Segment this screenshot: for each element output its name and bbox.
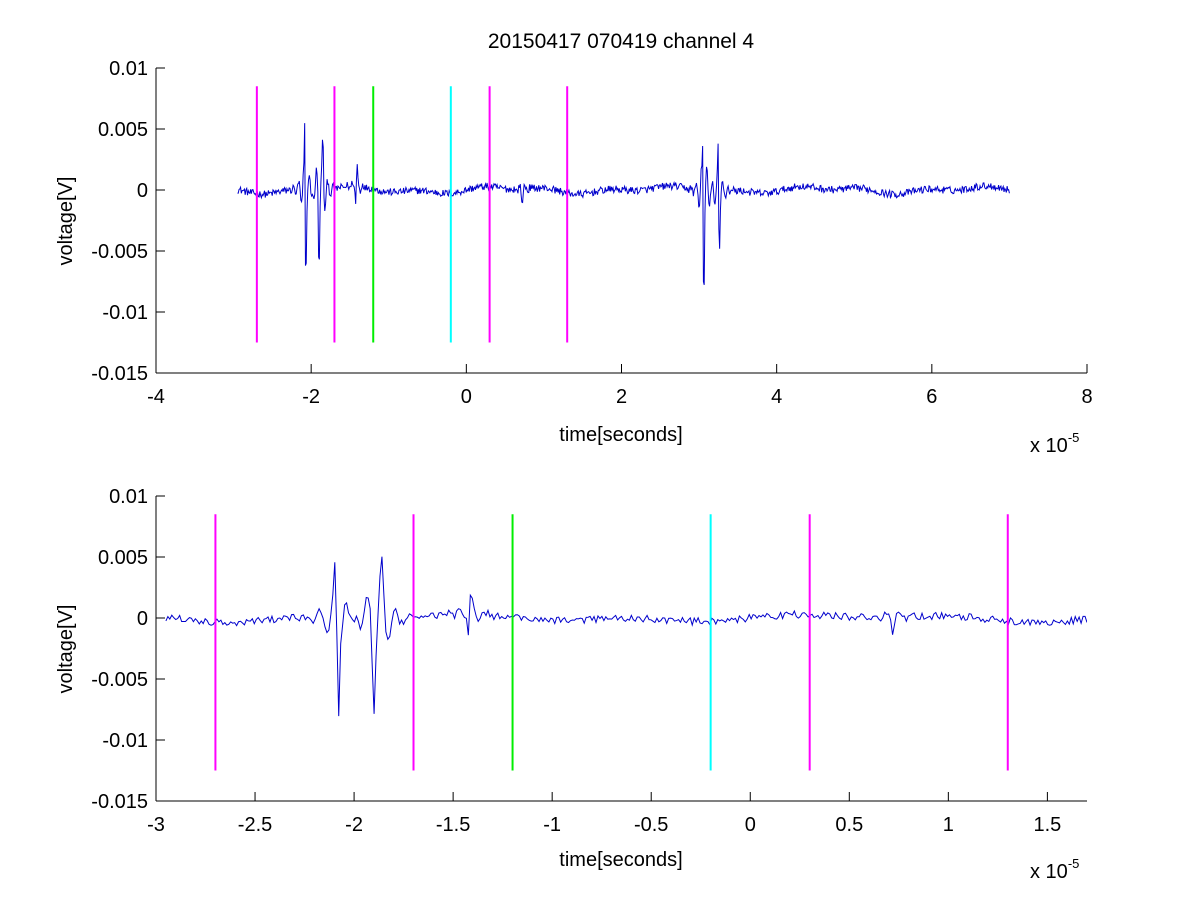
bottom-y-tick-label: -0.015 bbox=[91, 791, 148, 813]
top-x-multiplier-base: x 10 bbox=[1030, 435, 1068, 457]
top-signal-line bbox=[237, 123, 1010, 286]
top-x-tick-label: -4 bbox=[147, 386, 165, 408]
bottom-x-tick-label: -1.5 bbox=[436, 814, 470, 836]
top-y-tick-label: 0.01 bbox=[109, 58, 148, 80]
top-x-axis-label: time[seconds] bbox=[559, 424, 682, 446]
bottom-y-tick-label: 0.01 bbox=[109, 486, 148, 508]
bottom-x-multiplier-exponent: -5 bbox=[1068, 856, 1080, 871]
top-y-tick-label: 0 bbox=[137, 180, 148, 202]
top-plot-area: -4 -2 0 2 4 6 8 -0.015 -0.01 -0.005 0 0.005 0.01 bbox=[91, 58, 1092, 408]
top-x-tick-label: 6 bbox=[926, 386, 937, 408]
top-x-tick-label: 0 bbox=[461, 386, 472, 408]
top-x-tick-label: 8 bbox=[1081, 386, 1092, 408]
top-x-multiplier: x 10-5 bbox=[1030, 430, 1079, 457]
bottom-y-tick-label: -0.01 bbox=[102, 730, 148, 752]
bottom-x-tick-label: -0.5 bbox=[634, 814, 668, 836]
bottom-y-tick-label: 0.005 bbox=[98, 547, 148, 569]
bottom-x-tick-label: -3 bbox=[147, 814, 165, 836]
top-y-axis-label: voltage[V] bbox=[55, 177, 77, 266]
bottom-x-tick-label: -1 bbox=[543, 814, 561, 836]
bottom-y-axis-label: voltage[V] bbox=[55, 605, 77, 694]
bottom-subplot: -3 -2.5 -2 -1.5 -1 -0.5 0 0.5 1 1.5 -0.015 -0.01 -0.… bbox=[55, 486, 1087, 883]
top-x-tick-label: -2 bbox=[302, 386, 320, 408]
top-x-tick-label: 2 bbox=[616, 386, 627, 408]
top-x-tick-label: 4 bbox=[771, 386, 782, 408]
bottom-x-tick-label: -2.5 bbox=[238, 814, 272, 836]
top-y-tick-label: -0.01 bbox=[102, 302, 148, 324]
top-y-tick-label: -0.015 bbox=[91, 363, 148, 385]
bottom-x-axis-label: time[seconds] bbox=[559, 849, 682, 871]
bottom-signal-line bbox=[165, 556, 1087, 717]
bottom-x-tick-label: 1.5 bbox=[1033, 814, 1061, 836]
bottom-x-multiplier-base: x 10 bbox=[1030, 861, 1068, 883]
top-y-tick-label: 0.005 bbox=[98, 119, 148, 141]
bottom-y-tick-label: -0.005 bbox=[91, 669, 148, 691]
top-x-multiplier-exponent: -5 bbox=[1068, 430, 1080, 445]
top-y-tick-label: -0.005 bbox=[91, 241, 148, 263]
bottom-x-tick-label: 1 bbox=[943, 814, 954, 836]
bottom-y-tick-label: 0 bbox=[137, 608, 148, 630]
top-chart-title: 20150417 070419 channel 4 bbox=[488, 30, 755, 53]
top-subplot: 20150417 070419 channel 4 -4 -2 0 2 4 6 8 -0.01… bbox=[55, 30, 1093, 457]
bottom-x-tick-label: 0.5 bbox=[835, 814, 863, 836]
bottom-x-tick-label: -2 bbox=[345, 814, 363, 836]
bottom-x-multiplier: x 10-5 bbox=[1030, 856, 1079, 883]
bottom-plot-area: -3 -2.5 -2 -1.5 -1 -0.5 0 0.5 1 1.5 -0.015 -0.01 -0.… bbox=[91, 486, 1087, 836]
bottom-x-tick-label: 0 bbox=[745, 814, 756, 836]
